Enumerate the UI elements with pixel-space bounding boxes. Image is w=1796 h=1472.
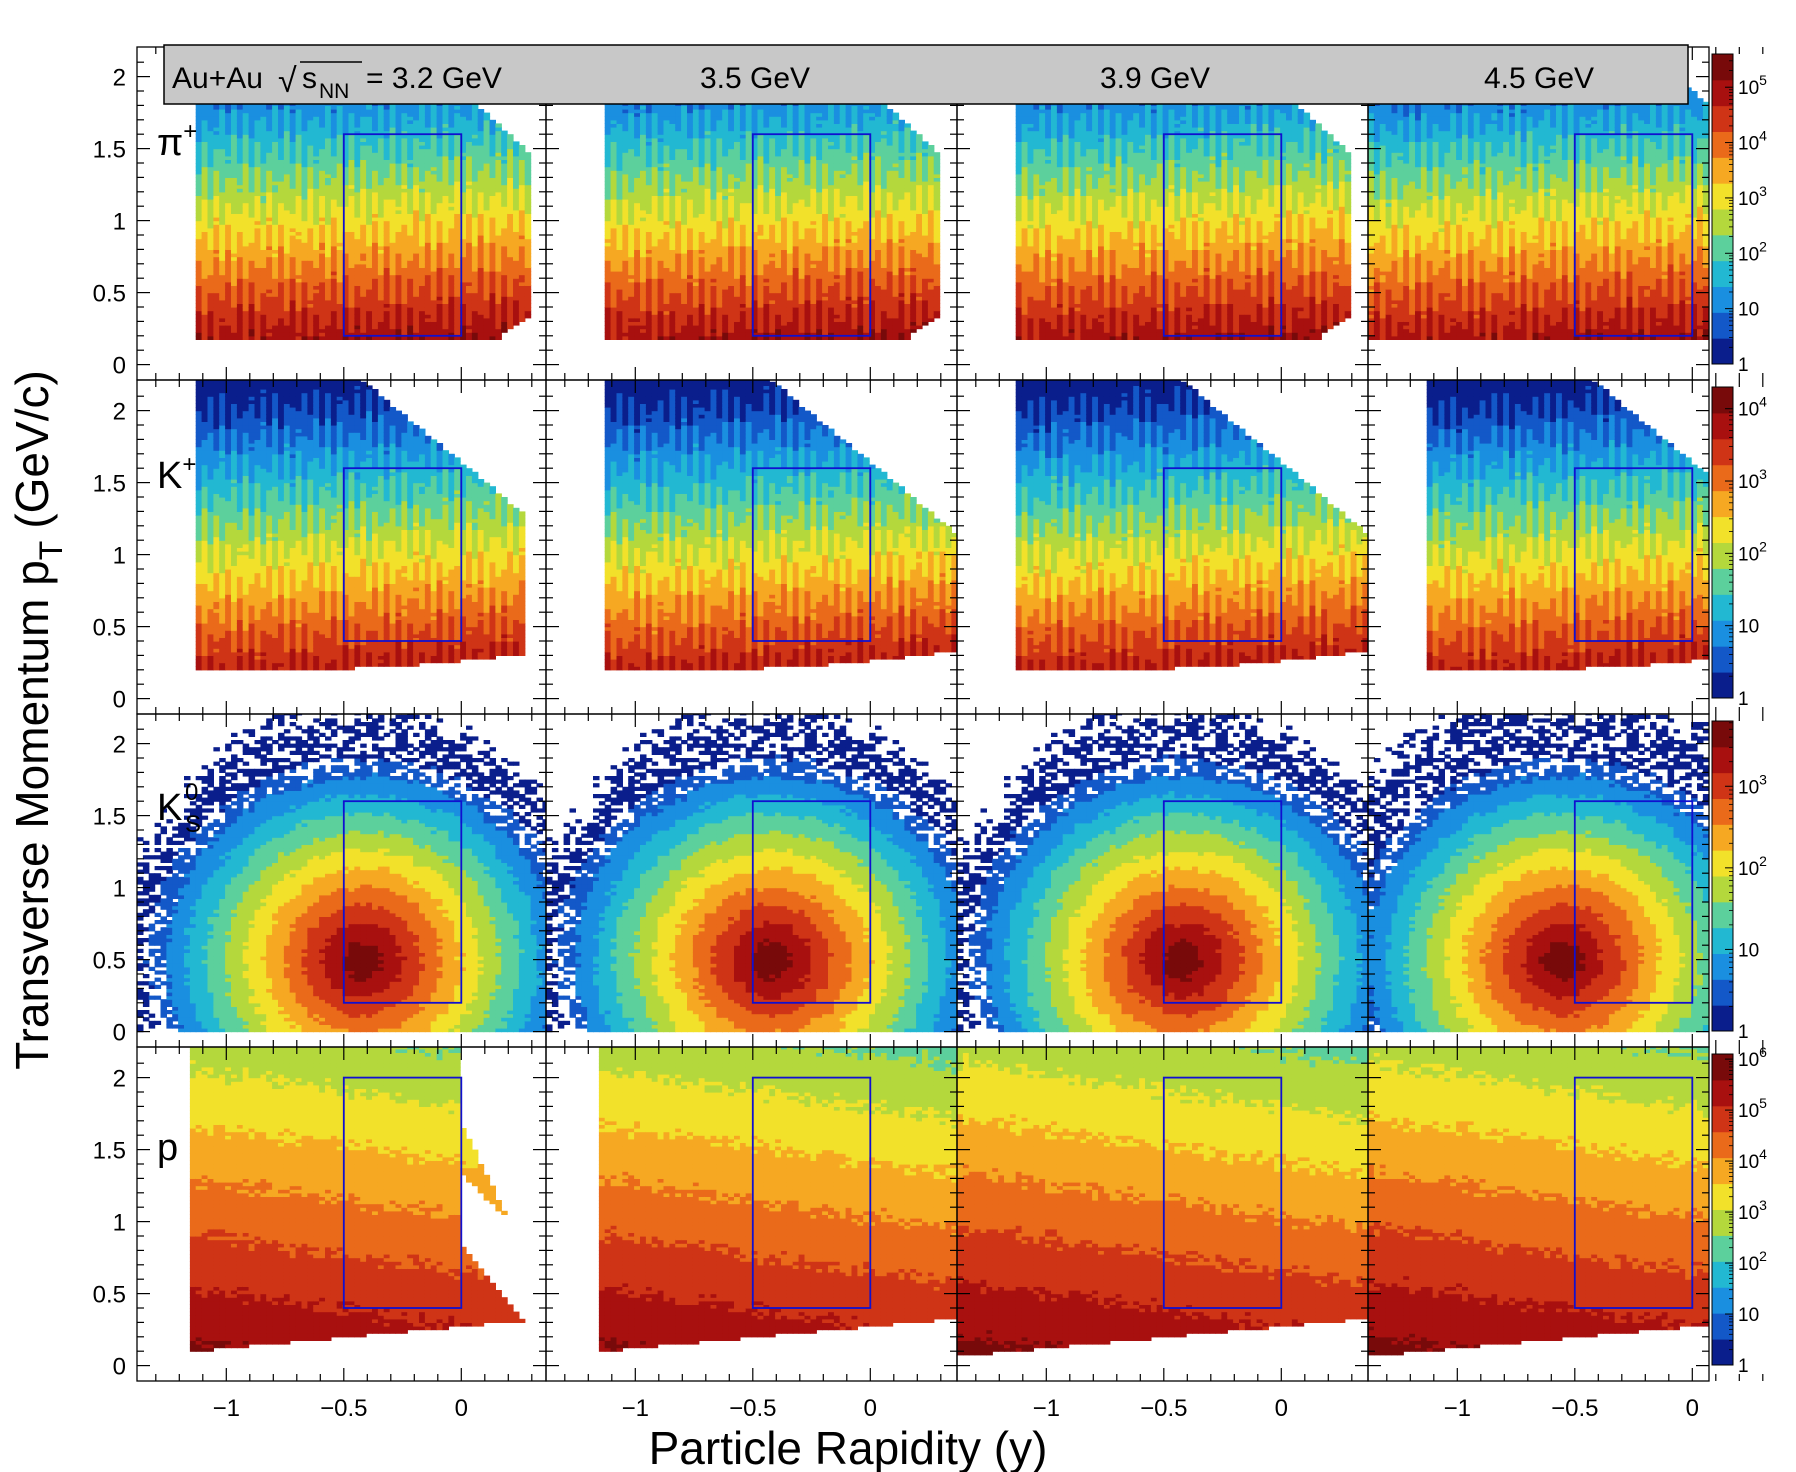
colorbar-label-r0-2: 102 xyxy=(1738,238,1767,265)
x-axis-title: Particle Rapidity (y) xyxy=(649,1422,1048,1472)
y-tick-label-r1-2: 1 xyxy=(113,543,126,570)
colorbar-r1: 1 10 102 103 104 xyxy=(1712,387,1767,710)
header-s-label: s xyxy=(302,62,317,95)
particle-label-k0s-main: K xyxy=(157,787,182,829)
x-tick-label-c3-1: −0.5 xyxy=(1551,1395,1598,1422)
y-tick-label-r0-0: 0 xyxy=(113,353,126,380)
x-tick-label-c1-1: −0.5 xyxy=(729,1395,776,1422)
colorbar-label-r2-1: 10 xyxy=(1738,940,1759,961)
y-tick-label-r0-1: 0.5 xyxy=(93,281,126,308)
colorbar-label-r0-3: 103 xyxy=(1738,183,1767,210)
x-tick-label-c1-2: 0 xyxy=(864,1395,877,1422)
heatmap-panel-r1-c1 xyxy=(605,375,958,671)
particle-label-proton: p xyxy=(157,1127,178,1169)
x-tick-label-c2-1: −0.5 xyxy=(1140,1395,1187,1422)
heatmap-panel-r1-c0 xyxy=(196,375,526,671)
heatmap-panel-r3-c0 xyxy=(190,1042,526,1352)
y-tick-label-r2-3: 1.5 xyxy=(93,804,126,831)
header-system-label: Au+Au xyxy=(172,62,263,95)
y-tick-label-r3-0: 0 xyxy=(113,1354,126,1381)
y-tick-label-r0-2: 1 xyxy=(113,209,126,236)
particle-label-k0s-sup: 0 xyxy=(185,779,198,806)
header-energy-3p9: 3.9 GeV xyxy=(1100,62,1210,95)
x-tick-label-c3-0: −1 xyxy=(1444,1395,1471,1422)
x-tick-label-c0-1: −0.5 xyxy=(320,1395,367,1422)
colorbar-r3: 1 10 102 103 104 105 106 xyxy=(1712,1044,1767,1377)
y-tick-label-r1-0: 0 xyxy=(113,687,126,714)
header-energy-4p5: 4.5 GeV xyxy=(1484,62,1594,95)
heatmap-panel-r3-c1 xyxy=(599,1042,958,1352)
colorbar-r0: 1 10 102 103 104 105 xyxy=(1712,54,1767,376)
header-energy-3p2: = 3.2 GeV xyxy=(366,62,502,95)
header-s-subscript: NN xyxy=(319,80,349,103)
y-tick-label-r3-3: 1.5 xyxy=(93,1138,126,1165)
colorbar-label-r0-4: 104 xyxy=(1738,128,1767,155)
colorbar-label-r2-0: 1 xyxy=(1738,1022,1749,1043)
colorbar-r2: 1 10 102 103 xyxy=(1712,721,1767,1043)
particle-label-pi-plus: π+ xyxy=(157,118,197,164)
header-sqrt-symbol: √ xyxy=(278,62,297,100)
y-tick-label-r2-1: 0.5 xyxy=(93,948,126,975)
y-axis-title-text: Transverse Momentum pT(GeV/c) xyxy=(6,370,69,1070)
y-tick-label-r1-4: 2 xyxy=(113,399,126,426)
colorbar-label-r0-1: 10 xyxy=(1738,300,1759,321)
y-tick-label-r0-4: 2 xyxy=(113,65,126,92)
y-tick-label-r3-4: 2 xyxy=(113,1066,126,1093)
y-axis-title: Transverse Momentum pT(GeV/c) xyxy=(6,370,69,1070)
header-energy-3p5: 3.5 GeV xyxy=(700,62,810,95)
colorbar-label-r1-4: 104 xyxy=(1738,394,1767,421)
colorbar-label-r1-2: 102 xyxy=(1738,538,1767,565)
colorbar-label-r3-2: 102 xyxy=(1738,1248,1767,1275)
x-tick-label-c0-0: −1 xyxy=(213,1395,240,1422)
x-tick-label-c3-2: 0 xyxy=(1686,1395,1699,1422)
colorbar-label-r3-0: 1 xyxy=(1738,1356,1749,1377)
colorbar-label-r1-1: 10 xyxy=(1738,617,1759,638)
y-tick-label-r2-0: 0 xyxy=(113,1020,126,1047)
colorbar-label-r3-5: 105 xyxy=(1738,1095,1767,1122)
x-tick-label-c1-0: −1 xyxy=(622,1395,649,1422)
colorbar-label-r1-3: 103 xyxy=(1738,466,1767,493)
heatmap-panel-r1-c2 xyxy=(1016,375,1369,671)
x-tick-label-c2-0: −1 xyxy=(1033,1395,1060,1422)
heatmap-layer xyxy=(137,48,1780,1356)
colorbar-label-r1-0: 1 xyxy=(1738,689,1749,710)
x-tick-label-c2-2: 0 xyxy=(1275,1395,1288,1422)
colorbar-label-r3-4: 104 xyxy=(1738,1146,1767,1173)
particle-label-k-plus: K+ xyxy=(157,451,196,497)
x-tick-label-c0-2: 0 xyxy=(455,1395,468,1422)
colorbar-label-r0-0: 1 xyxy=(1738,355,1749,376)
y-tick-label-r2-4: 2 xyxy=(113,732,126,759)
y-tick-label-r3-2: 1 xyxy=(113,1210,126,1237)
colorbar-label-r2-3: 103 xyxy=(1738,771,1767,798)
colorbar-label-r0-5: 105 xyxy=(1738,72,1767,99)
y-tick-label-r1-1: 0.5 xyxy=(93,615,126,642)
colorbar-label-r3-1: 10 xyxy=(1738,1305,1759,1326)
colorbar-label-r3-6: 106 xyxy=(1738,1044,1767,1071)
colorbar-label-r3-3: 103 xyxy=(1738,1197,1767,1224)
y-tick-label-r0-3: 1.5 xyxy=(93,137,126,164)
y-tick-label-r3-1: 0.5 xyxy=(93,1282,126,1309)
colorbar-label-r2-2: 102 xyxy=(1738,853,1767,880)
y-tick-label-r2-2: 1 xyxy=(113,876,126,903)
particle-label-k0s-sub: S xyxy=(185,811,201,838)
energy-header: Au+Au √ s NN = 3.2 GeV 3.5 GeV 3.9 GeV 4… xyxy=(164,45,1688,104)
y-tick-label-r1-3: 1.5 xyxy=(93,471,126,498)
